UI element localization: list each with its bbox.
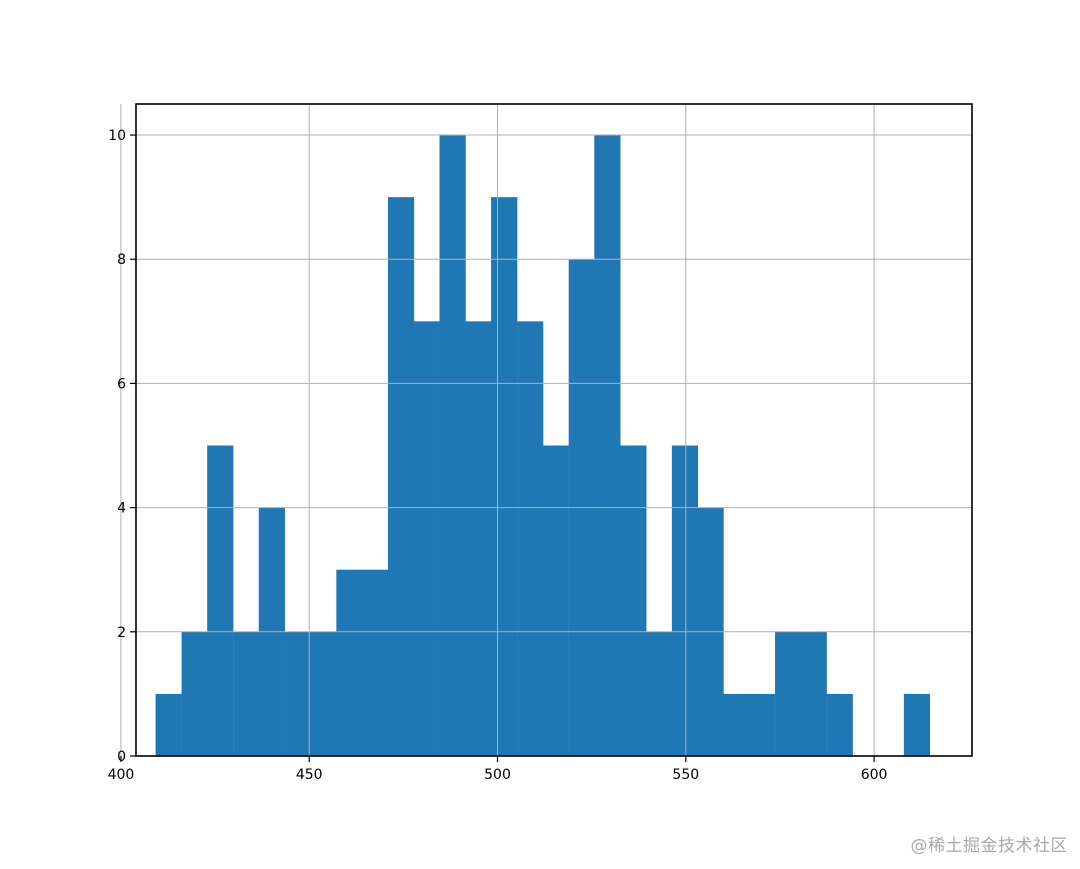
y-tick-label-0: 0 xyxy=(117,749,126,765)
histogram-bar-6 xyxy=(310,631,337,756)
histogram-bar-2 xyxy=(207,445,234,756)
y-tick-label-8: 8 xyxy=(117,252,126,268)
y-tick-label-6: 6 xyxy=(117,376,126,392)
histogram-bar-8 xyxy=(361,569,389,756)
histogram-bar-11 xyxy=(439,135,466,757)
histogram-bar-23 xyxy=(749,693,776,756)
histogram-bar-3 xyxy=(233,631,260,756)
histogram-bar-5 xyxy=(284,631,311,756)
histogram-bar-19 xyxy=(645,631,673,756)
histogram-bar-10 xyxy=(413,321,440,756)
histogram-bar-29 xyxy=(903,693,931,756)
y-tick-label-4: 4 xyxy=(117,501,126,517)
histogram-bar-20 xyxy=(671,445,699,756)
plot-frame xyxy=(135,103,973,757)
histogram-bar-13 xyxy=(491,197,518,756)
y-tick-label-10: 10 xyxy=(108,128,126,144)
histogram-bar-25 xyxy=(800,631,827,756)
histogram-bar-9 xyxy=(387,197,415,756)
y-tick-label-2: 2 xyxy=(117,625,126,641)
x-tick-label-450: 450 xyxy=(296,767,323,783)
histogram-bar-15 xyxy=(542,445,569,756)
ticks-layer: 400 450 500 550 600 0 2 4 6 8 10 xyxy=(108,128,888,783)
histogram-bar-7 xyxy=(336,569,363,756)
watermark-text: @稀土掘金技术社区 xyxy=(910,836,1068,856)
histogram-bar-1 xyxy=(181,631,208,756)
histogram-bar-14 xyxy=(517,321,544,756)
histogram-bar-12 xyxy=(465,321,492,756)
x-tick-label-600: 600 xyxy=(861,767,888,783)
histogram-bar-24 xyxy=(775,631,802,756)
histogram-bar-18 xyxy=(620,445,647,756)
histogram-bar-17 xyxy=(594,135,621,757)
x-tick-label-550: 550 xyxy=(672,767,699,783)
grid-layer xyxy=(120,104,972,757)
x-tick-label-400: 400 xyxy=(108,767,135,783)
histogram-bar-26 xyxy=(826,693,853,756)
x-tick-label-500: 500 xyxy=(484,767,511,783)
bars-layer xyxy=(155,135,931,757)
histogram-bar-0 xyxy=(155,693,182,756)
histogram-bar-22 xyxy=(723,693,750,756)
